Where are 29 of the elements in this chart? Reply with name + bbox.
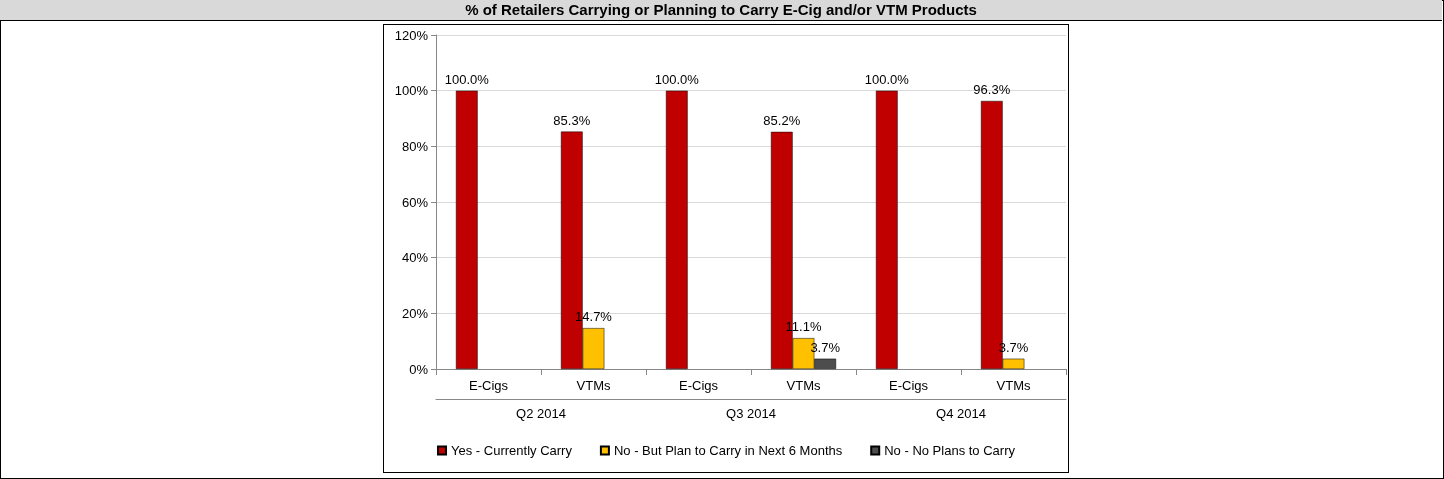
chart-title: % of Retailers Carrying or Planning to Carry E-Cig and/or VTM Products — [0, 0, 1442, 21]
x-tick-label: VTMs — [576, 378, 611, 393]
text: Q4 2014 — [936, 406, 986, 421]
y-tick-label: 60% — [401, 194, 429, 210]
x-tick-label: E-Cigs — [678, 378, 719, 393]
text: Q2 2014 — [516, 406, 566, 421]
x-tick-label: VTMs — [996, 378, 1031, 393]
data-label: 100.0% — [864, 71, 910, 87]
y-tick-label: 120% — [394, 27, 429, 43]
bar — [665, 90, 688, 369]
y-tick-label: 20% — [401, 305, 429, 321]
legend-label: Yes - Currently Carry — [451, 443, 573, 458]
legend-label: No - No Plans to Carry — [884, 443, 1016, 458]
data-label: 85.2% — [763, 112, 801, 128]
data-label: 96.3% — [973, 81, 1011, 97]
legend-label: No - But Plan to Carry in Next 6 Months — [613, 443, 843, 458]
data-label: 100.0% — [444, 71, 490, 87]
data-label: 85.3% — [553, 112, 591, 128]
y-tick-label: 40% — [401, 250, 429, 266]
data-label: 100.0% — [654, 71, 700, 87]
y-tick-label: 100% — [394, 83, 429, 99]
bar — [875, 90, 898, 369]
x-tick-label: E-Cigs — [468, 378, 509, 393]
y-tick-label: 80% — [401, 138, 429, 154]
x-tick-label: E-Cigs — [888, 378, 929, 393]
y-tick-label: 0% — [409, 361, 429, 377]
x-tick-label: VTMs — [786, 378, 821, 393]
bar — [455, 90, 478, 369]
text: Q3 2014 — [726, 406, 776, 421]
